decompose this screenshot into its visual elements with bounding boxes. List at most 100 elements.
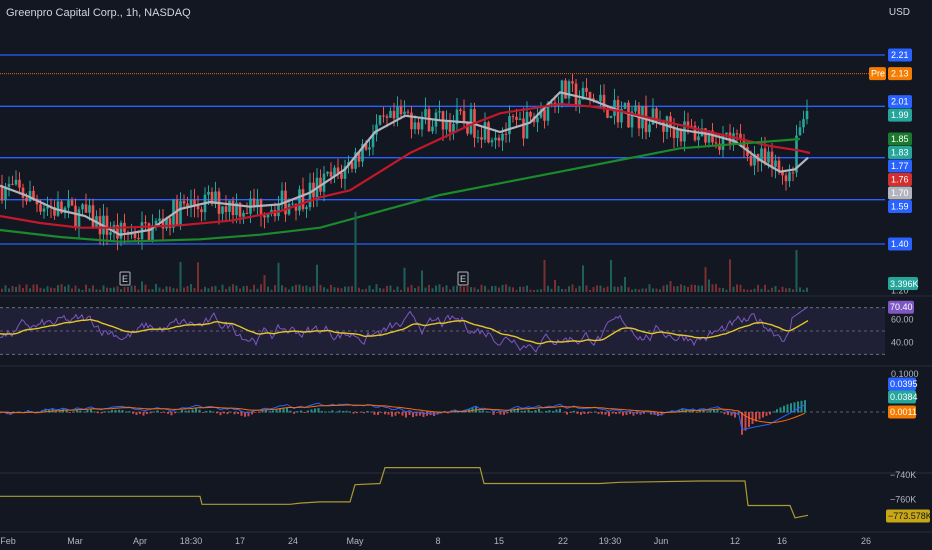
candle-body	[77, 209, 81, 228]
candle-body	[634, 105, 637, 112]
volume-bar	[246, 285, 248, 292]
macd-histogram-bar	[419, 412, 421, 416]
volume-bar	[386, 285, 388, 292]
candle-body	[567, 81, 571, 99]
candle-body	[137, 237, 140, 240]
volume-bar	[578, 285, 581, 292]
candle-body	[378, 115, 382, 125]
candle-body	[525, 111, 529, 139]
candle-body	[487, 122, 490, 143]
candle-body	[424, 109, 427, 117]
macd-histogram-bar	[755, 412, 757, 422]
candle-body	[182, 201, 186, 204]
volume-bar	[288, 289, 290, 292]
time-axis-label: 26	[861, 536, 871, 546]
macd-histogram-bar	[496, 412, 498, 413]
signal-line	[0, 404, 806, 424]
volume-bar	[764, 284, 766, 292]
rsi-pane[interactable]: 60.00 40.00 70.40	[0, 300, 914, 355]
volume-bar	[795, 250, 798, 292]
candle-body	[53, 206, 56, 216]
volume-bar	[25, 284, 28, 292]
price-axis-label: 1.76	[891, 175, 909, 185]
macd-histogram-bar	[223, 412, 225, 414]
volume-bar	[190, 284, 192, 292]
candle-body	[403, 111, 406, 115]
macd-histogram-bar	[639, 412, 642, 415]
volume-bar	[22, 288, 24, 292]
volume-bar	[64, 286, 66, 292]
candle-body	[445, 120, 448, 130]
macd-histogram-bar	[58, 410, 61, 413]
price-axis-label-box	[888, 67, 912, 81]
price-pane[interactable]: E E 1.20 2.21 Pre 2.13 2.01 1.99 1.85 1.83 1.77 1.7…	[0, 48, 932, 474]
candle-body	[427, 109, 431, 132]
candle-body	[588, 91, 592, 99]
macd-histogram-bar	[296, 411, 299, 413]
candle-body	[350, 162, 354, 169]
volume-bar	[771, 287, 773, 292]
volume-bar	[102, 285, 105, 292]
candle-body	[196, 205, 200, 210]
volume-bar	[767, 289, 770, 292]
macd-histogram-bar	[797, 401, 799, 413]
macd-histogram-bar	[772, 411, 775, 413]
macd-histogram-bar	[804, 400, 806, 413]
volume-bar	[445, 285, 448, 292]
volume-bar	[186, 286, 189, 292]
candle-body	[735, 133, 739, 135]
volume-bar	[99, 289, 101, 292]
macd-histogram-bar	[142, 412, 145, 416]
candle-body	[333, 167, 336, 177]
candle-body	[200, 209, 203, 213]
candle-body	[224, 206, 228, 212]
macd-histogram-bar	[636, 412, 638, 415]
candle-body	[18, 179, 21, 188]
candle-body	[781, 171, 784, 176]
macd-value-label: 0.0011	[890, 407, 917, 417]
volume-bar	[151, 289, 154, 292]
volume-bar	[316, 264, 318, 292]
candle-body	[242, 212, 245, 217]
macd-histogram-bar	[391, 412, 393, 417]
volume-bar	[610, 259, 612, 292]
volume-bar	[116, 286, 119, 292]
macd-histogram-bar	[576, 412, 579, 414]
volume-bar	[435, 285, 437, 292]
volume-bar	[680, 284, 682, 292]
volume-bar	[319, 284, 322, 292]
macd-histogram-bar	[149, 412, 152, 414]
macd-histogram-bar	[594, 411, 596, 413]
candle-body	[501, 133, 504, 141]
volume-bar	[92, 285, 94, 292]
volume-bar	[4, 285, 7, 292]
macd-histogram-bar	[212, 411, 215, 413]
candle-body	[193, 200, 196, 206]
candle-body	[665, 116, 669, 132]
macd-histogram-bar	[786, 404, 789, 413]
candle-body	[382, 115, 385, 117]
time-axis-label: 24	[288, 536, 298, 546]
candle-body	[623, 102, 627, 109]
volume-bar	[270, 289, 273, 292]
macd-histogram-bar	[331, 410, 334, 413]
volume-bar	[690, 284, 693, 292]
obv-last-box	[886, 509, 930, 523]
volume-bar	[708, 279, 710, 292]
time-axis: Feb Mar Apr 18:30 17 24 May 8 15 22 19:30 Jun 12 16 26	[0, 531, 932, 546]
macd-histogram-bar	[384, 412, 386, 415]
macd-histogram-bar	[716, 408, 719, 413]
candle-body	[753, 154, 756, 166]
macd-histogram-bar	[177, 411, 180, 413]
candle-body	[4, 186, 7, 201]
obv-pane[interactable]: −740K −760K −773.578K	[0, 467, 932, 523]
macd-histogram-bar	[107, 411, 110, 413]
volume-bar	[344, 286, 346, 292]
candle-body	[578, 99, 581, 106]
candle-body	[245, 212, 249, 214]
volume-bar	[179, 261, 182, 292]
time-axis-label: 19:30	[599, 536, 622, 546]
macd-histogram-bar	[163, 412, 166, 413]
